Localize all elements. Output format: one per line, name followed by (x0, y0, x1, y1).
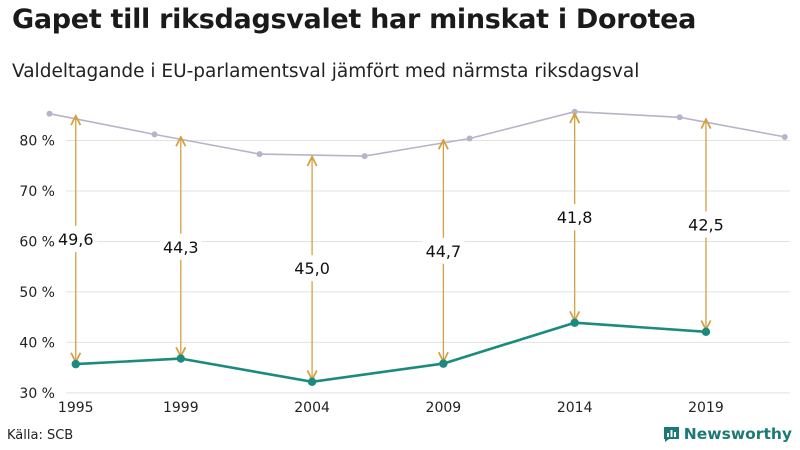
y-tick-label: 60 % (19, 234, 55, 250)
chart-title: Gapet till riksdagsvalet har minskat i D… (12, 4, 697, 35)
x-tick-label: 2004 (294, 400, 330, 416)
eu-point (307, 377, 317, 386)
x-tick-label: 2009 (426, 400, 462, 416)
riksdag-point (361, 153, 368, 160)
eu-point (439, 359, 448, 368)
gap-label: 41,8 (557, 208, 593, 227)
eu-point (71, 359, 80, 369)
riksdag-point (256, 151, 263, 158)
gap-label-bg (684, 211, 727, 238)
gap-label: 49,6 (58, 230, 94, 249)
eu-point (570, 318, 579, 327)
riksdag-point (46, 110, 53, 117)
eu-point (701, 327, 711, 337)
gap-label-bg (54, 225, 97, 252)
riksdag-point (781, 133, 788, 140)
bar-chart-speech-icon (663, 426, 679, 442)
source-note: Källa: SCB (7, 428, 74, 443)
gap-label: 45,0 (294, 259, 330, 278)
riksdag-point (466, 135, 473, 142)
gap-label: 42,5 (688, 216, 724, 235)
gap-label: 44,3 (163, 238, 199, 257)
riksdag-point (151, 131, 158, 138)
x-tick-label: 1999 (163, 400, 199, 416)
chart-subtitle: Valdeltagande i EU-parlamentsval jämfört… (12, 61, 640, 82)
gap-label-bg (291, 255, 334, 282)
eu-point (176, 354, 185, 363)
y-tick-label: 80 % (19, 133, 55, 149)
gap-label-bg (422, 237, 465, 264)
x-tick-label: 1995 (58, 400, 94, 416)
y-tick-label: 40 % (19, 335, 55, 351)
y-tick-label: 30 % (19, 386, 55, 402)
riksdag-line (49, 110, 785, 157)
riksdag-point (676, 114, 683, 121)
newsworthy-logo: Newsworthy (663, 425, 792, 443)
y-tick-label: 50 % (19, 285, 55, 301)
gap-label-bg (553, 204, 596, 231)
brand-name: Newsworthy (683, 425, 792, 443)
gap-label-bg (159, 233, 202, 260)
y-tick-label: 70 % (19, 184, 55, 200)
gap-label: 44,7 (426, 242, 462, 261)
x-tick-label: 2014 (557, 400, 593, 416)
eu-line (75, 321, 707, 384)
x-tick-label: 2019 (688, 400, 724, 416)
